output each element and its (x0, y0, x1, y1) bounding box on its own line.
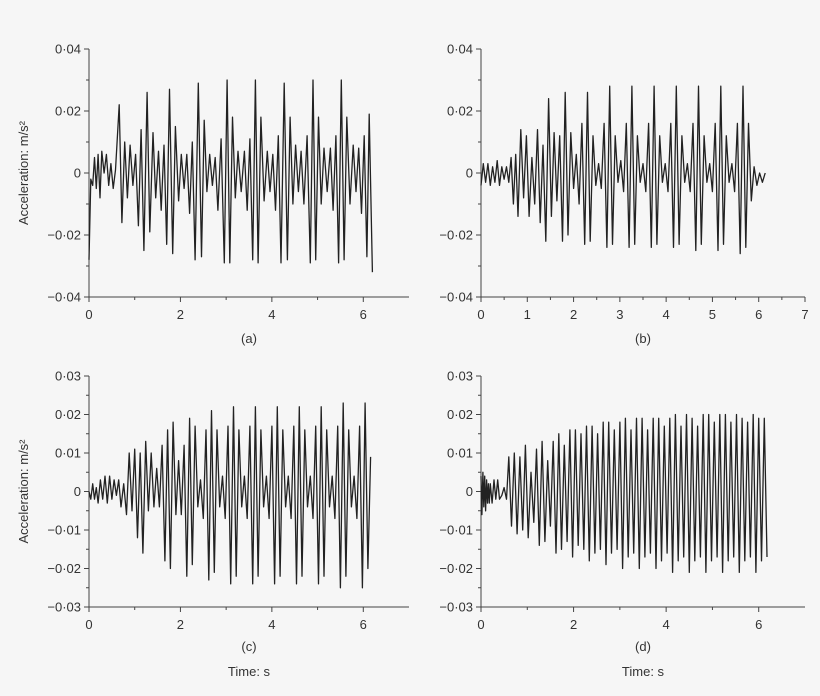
series-line (88, 79, 374, 273)
x-tick-label: 4 (663, 307, 670, 322)
x-tick-label: 2 (177, 307, 184, 322)
x-tick-label: 1 (524, 307, 531, 322)
y-tick-label: 0·01 (55, 446, 81, 461)
y-tick-label: 0·04 (447, 42, 473, 57)
x-tick-label: 6 (360, 307, 367, 322)
x-tick-label: 6 (755, 617, 762, 632)
y-axis-title: Acceleration: m/s² (16, 439, 31, 544)
series-line (480, 413, 768, 574)
y-tick-label: 0 (466, 166, 473, 181)
y-tick-label: 0·03 (447, 369, 473, 384)
y-tick-label: −0·02 (47, 228, 81, 243)
y-tick-label: 0·02 (55, 104, 81, 119)
y-tick-label: 0·02 (447, 407, 473, 422)
x-tick-label: 2 (570, 617, 577, 632)
y-tick-label: −0·01 (47, 523, 81, 538)
x-axis-title: Time: s (622, 664, 665, 679)
x-tick-label: 7 (801, 307, 808, 322)
x-tick-label: 0 (477, 617, 484, 632)
x-tick-label: 0 (85, 307, 92, 322)
y-axis-title: Acceleration: m/s² (16, 120, 31, 225)
x-tick-label: 2 (570, 307, 577, 322)
y-tick-label: −0·04 (439, 290, 473, 305)
x-tick-label: 0 (477, 307, 484, 322)
y-tick-label: 0·02 (447, 104, 473, 119)
y-tick-label: −0·02 (439, 228, 473, 243)
y-tick-label: −0·01 (439, 523, 473, 538)
panel-b: −0·04 −0·02 0 0·02 0·04 0 1 2 3 4 5 6 7 (b) (439, 42, 808, 347)
y-tick-label: 0·02 (55, 407, 81, 422)
y-tick-label: 0·04 (55, 42, 81, 57)
x-axis-title: Time: s (228, 664, 271, 679)
series-line (480, 85, 766, 255)
x-tick-label: 6 (360, 617, 367, 632)
y-tick-label: −0·04 (47, 290, 81, 305)
y-tick-label: −0·02 (439, 561, 473, 576)
y-tick-label: 0 (466, 484, 473, 499)
y-tick-label: 0 (74, 484, 81, 499)
x-tick-label: 4 (268, 307, 275, 322)
panel-d: −0·03 −0·02 −0·01 0 0·01 0·02 0·03 0 2 4 6 (d) Time:… (439, 369, 805, 679)
x-tick-label: 4 (268, 617, 275, 632)
y-tick-label: 0·01 (447, 446, 473, 461)
panel-label: (b) (635, 331, 651, 346)
panel-c: −0·03 −0·02 −0·01 0 0·01 0·02 0·03 0 2 4 6 (c) Time:… (16, 369, 409, 679)
series-line (88, 402, 372, 589)
x-tick-label: 5 (709, 307, 716, 322)
y-tick-label: 0·03 (55, 369, 81, 384)
y-tick-label: 0 (74, 166, 81, 181)
y-tick-label: −0·03 (439, 600, 473, 615)
panel-a: −0·04 −0·02 0 0·02 0·04 0 2 4 6 (a) Acceleration: … (16, 42, 409, 346)
panel-label: (a) (241, 331, 257, 346)
y-tick-label: −0·02 (47, 561, 81, 576)
x-tick-label: 4 (663, 617, 670, 632)
x-tick-label: 3 (616, 307, 623, 322)
x-tick-label: 6 (755, 307, 762, 322)
y-tick-label: −0·03 (47, 600, 81, 615)
x-tick-label: 0 (85, 617, 92, 632)
x-tick-label: 2 (177, 617, 184, 632)
panel-label: (d) (635, 639, 651, 654)
panel-label: (c) (241, 639, 256, 654)
